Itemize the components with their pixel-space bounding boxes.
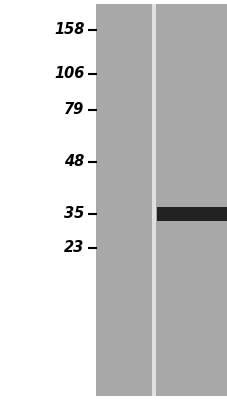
Bar (95, 4, 151, 396)
Text: 106: 106 (54, 66, 84, 82)
Text: 158: 158 (54, 22, 84, 38)
Bar (155, 4, 227, 396)
Bar (157, 208, 226, 221)
Bar (151, 4, 155, 396)
Text: 48: 48 (64, 154, 84, 170)
Text: 35: 35 (64, 206, 84, 222)
Text: 79: 79 (64, 102, 84, 118)
Text: 23: 23 (64, 240, 84, 256)
